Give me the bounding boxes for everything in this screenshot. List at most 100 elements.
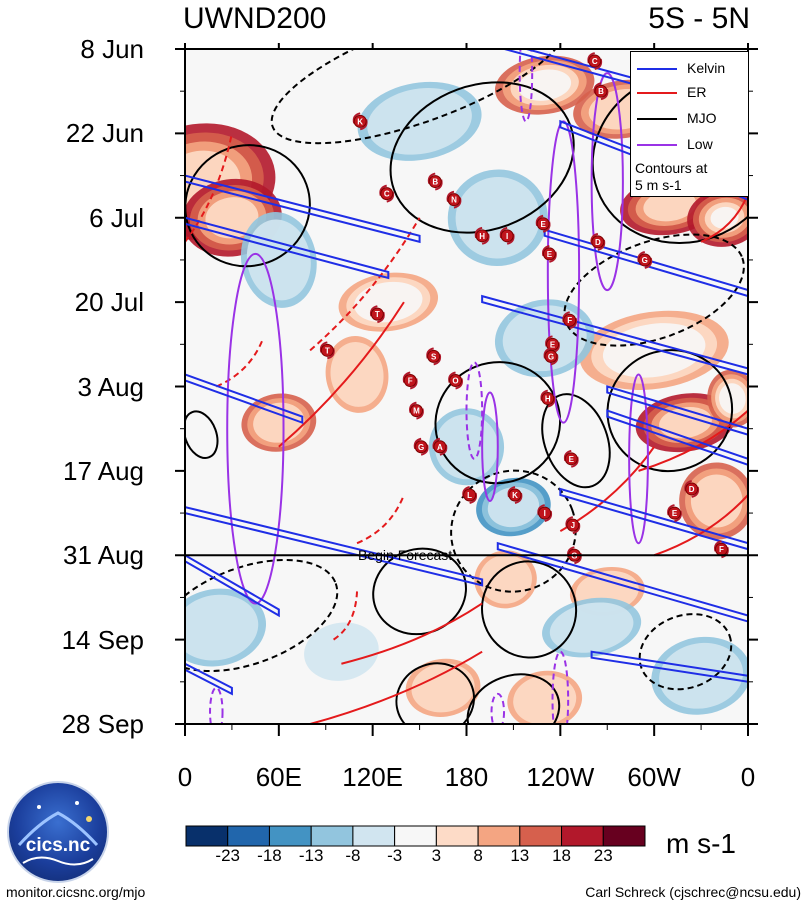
wind-anomaly-level bbox=[246, 219, 311, 301]
legend-item-mjo: MJO bbox=[631, 107, 748, 131]
storm-icon bbox=[591, 235, 605, 249]
storm-marker: E bbox=[667, 504, 682, 523]
kelvin-contour bbox=[185, 373, 304, 425]
colorbar-tick-label: 23 bbox=[593, 846, 613, 865]
storm-marker: I bbox=[537, 504, 553, 523]
y-tick-label: 31 Aug bbox=[63, 540, 144, 571]
wind-anomaly-patch bbox=[185, 588, 267, 667]
wind-anomaly-level bbox=[330, 342, 384, 407]
storm-label: J bbox=[571, 521, 575, 530]
storm-marker: D bbox=[590, 232, 606, 251]
storm-icon bbox=[667, 506, 681, 520]
low-contour bbox=[481, 391, 499, 503]
storm-label: I bbox=[506, 232, 508, 241]
wind-anomaly-level bbox=[710, 206, 739, 229]
storm-icon bbox=[463, 488, 477, 502]
x-tick-label: 120W bbox=[526, 762, 595, 792]
colorbar-tick-label: 8 bbox=[473, 846, 483, 865]
legend-swatch-er bbox=[637, 92, 677, 94]
storm-marker: D bbox=[684, 479, 700, 498]
colorbar-tick-label: 13 bbox=[510, 846, 530, 865]
x-tick-label: 60W bbox=[627, 762, 681, 792]
storm-icon bbox=[320, 343, 334, 357]
source-url[interactable]: monitor.cicsnc.org/mjo bbox=[6, 884, 146, 900]
storm-icon bbox=[588, 54, 602, 68]
low-contour bbox=[226, 252, 285, 605]
low-contour bbox=[551, 650, 570, 724]
wind-anomaly-patch bbox=[304, 622, 379, 681]
storm-label: F bbox=[408, 376, 413, 385]
wind-anomaly-level bbox=[659, 642, 744, 709]
storm-label: B bbox=[598, 87, 604, 96]
mjo-contour bbox=[185, 144, 311, 268]
storm-marker: B bbox=[427, 172, 443, 191]
colorbar-tick-label: -8 bbox=[345, 846, 361, 865]
wind-anomaly-field bbox=[185, 49, 748, 724]
y-tick-label: 3 Aug bbox=[77, 371, 144, 402]
storm-icon bbox=[542, 247, 556, 261]
mjo-contour bbox=[450, 469, 577, 593]
storm-icon bbox=[685, 482, 699, 496]
storm-label: H bbox=[479, 232, 485, 241]
wind-anomaly-patch bbox=[507, 670, 583, 724]
storm-icon bbox=[370, 307, 384, 321]
er-contour bbox=[333, 591, 359, 641]
storm-marker: I bbox=[499, 226, 515, 245]
storm-label: S bbox=[431, 352, 437, 361]
colorbar-tick-label: 3 bbox=[431, 846, 442, 865]
kelvin-contour bbox=[185, 662, 233, 696]
chart-title: UWND200 bbox=[183, 2, 327, 35]
storm-label: C bbox=[592, 57, 598, 66]
legend-contour-note: Contours at 5 m s-1 bbox=[635, 160, 707, 194]
storm-marker: E bbox=[535, 214, 551, 233]
storm-marker: H bbox=[474, 226, 490, 245]
er-contour bbox=[700, 193, 748, 243]
low-contour bbox=[546, 120, 581, 424]
storm-icon bbox=[427, 349, 441, 363]
wind-anomaly-level bbox=[304, 622, 379, 681]
legend-label: ER bbox=[687, 84, 707, 100]
author-credit: Carl Schreck (cjschrec@ncsu.edu) bbox=[585, 884, 801, 900]
legend-swatch-kelvin bbox=[637, 68, 677, 70]
kelvin-contour bbox=[481, 294, 748, 376]
wind-anomaly-patch bbox=[357, 81, 482, 161]
mjo-contour bbox=[638, 613, 733, 691]
storm-marker: A bbox=[432, 437, 448, 456]
wind-anomaly-patch bbox=[679, 462, 748, 540]
low-contour bbox=[590, 72, 624, 292]
kelvin-contour bbox=[185, 554, 280, 618]
x-tick-label: 0 bbox=[177, 762, 193, 792]
storm-icon bbox=[566, 518, 580, 532]
storm-marker: G bbox=[637, 250, 653, 269]
storm-label: N bbox=[451, 196, 457, 205]
storm-icon bbox=[409, 404, 423, 418]
colorbar-swatch bbox=[602, 825, 646, 847]
er-contour bbox=[356, 494, 405, 545]
x-tick-label: 0 bbox=[740, 762, 756, 792]
legend-item-er: ER bbox=[631, 81, 748, 105]
y-tick-label: 28 Sep bbox=[61, 709, 144, 739]
storm-marker: T bbox=[369, 305, 385, 324]
legend: Kelvin ER MJO Low Contours at 5 m s-1 bbox=[630, 51, 749, 197]
colorbar-tick-label: 18 bbox=[552, 846, 571, 865]
storm-label: K bbox=[512, 491, 518, 500]
storm-marker: S bbox=[426, 347, 442, 366]
storm-icon bbox=[433, 440, 447, 454]
wind-anomaly-patch bbox=[542, 597, 642, 658]
mjo-contour bbox=[395, 662, 475, 724]
storm-label: F bbox=[719, 545, 724, 554]
storm-icon bbox=[594, 84, 608, 98]
colorbar-swatch bbox=[394, 825, 437, 847]
legend-swatch-low bbox=[637, 144, 677, 146]
storm-icon bbox=[475, 229, 489, 243]
storm-label: A bbox=[437, 443, 443, 452]
storm-icon bbox=[428, 175, 442, 189]
storm-label: L bbox=[467, 491, 472, 500]
low-contour bbox=[465, 361, 484, 460]
kelvin-contour bbox=[590, 650, 748, 683]
storm-label: E bbox=[540, 220, 546, 229]
wind-anomaly-level bbox=[487, 486, 540, 528]
storm-label: E bbox=[569, 455, 575, 464]
